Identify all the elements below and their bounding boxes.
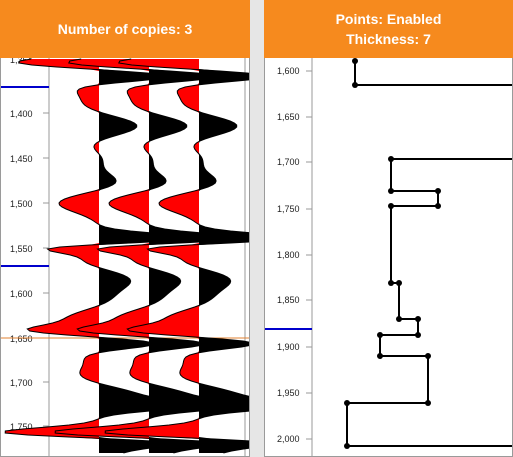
positive-fill (149, 59, 244, 453)
step-point[interactable] (396, 316, 402, 322)
positive-fill (99, 59, 194, 453)
step-point[interactable] (425, 400, 431, 406)
step-point[interactable] (352, 58, 358, 64)
wiggle-track-panel[interactable]: 1,354 1,400 1,450 1,500 1,550 1,600 1,65… (0, 0, 250, 457)
depth-tick-label: 1,600 (10, 289, 33, 299)
depth-tick-marks (43, 112, 49, 427)
step-point[interactable] (344, 400, 350, 406)
step-point[interactable] (396, 280, 402, 286)
thickness-label: Thickness: 7 (346, 31, 431, 47)
depth-tick-labels: 1,600 1,650 1,700 1,750 1,800 1,850 1,90… (277, 66, 300, 444)
depth-tick-label: 1,850 (277, 295, 300, 305)
depth-tick-marks (306, 70, 312, 440)
step-point[interactable] (377, 353, 383, 359)
step-point[interactable] (388, 203, 394, 209)
step-point[interactable] (388, 188, 394, 194)
positive-fill (199, 59, 249, 453)
depth-tick-label: 1,900 (277, 342, 300, 352)
step-point[interactable] (388, 280, 394, 286)
step-log-canvas[interactable]: 1,600 1,650 1,700 1,750 1,800 1,850 1,90… (265, 1, 513, 457)
depth-tick-label: 1,400 (10, 109, 33, 119)
panel-divider (250, 0, 264, 457)
depth-tick-label: 1,500 (10, 199, 33, 209)
depth-tick-label: 1,550 (10, 244, 33, 254)
points-banner: Points: Enabled Thickness: 7 (264, 0, 513, 58)
depth-tick-label: 1,750 (10, 422, 33, 432)
step-point[interactable] (344, 443, 350, 449)
depth-tick-label: 1,650 (10, 334, 33, 344)
depth-tick-label: 1,354 (10, 55, 33, 65)
step-log-panel[interactable]: 1,600 1,650 1,700 1,750 1,800 1,850 1,90… (264, 0, 513, 457)
depth-tick-label: 1,950 (277, 388, 300, 398)
depth-tick-label: 1,600 (277, 66, 300, 76)
negative-fill (55, 59, 150, 453)
step-log-curve (354, 61, 512, 86)
wiggle-trace-line (104, 58, 249, 454)
points-status-label: Points: Enabled (335, 11, 442, 27)
depth-tick-label: 1,800 (277, 250, 300, 260)
wiggle-track-canvas[interactable]: 1,354 1,400 1,450 1,500 1,550 1,600 1,65… (1, 1, 250, 457)
copies-banner: Number of copies: 3 (0, 0, 250, 58)
depth-tick-label: 1,700 (277, 157, 300, 167)
depth-tick-label: 1,650 (277, 112, 300, 122)
step-point[interactable] (388, 156, 394, 162)
step-point[interactable] (377, 332, 383, 338)
depth-tick-label: 1,700 (10, 378, 33, 388)
step-point[interactable] (415, 316, 421, 322)
wiggle-trace-line (4, 58, 196, 454)
step-log-points (344, 58, 441, 449)
step-log-curve (346, 158, 512, 447)
step-point[interactable] (415, 332, 421, 338)
depth-tick-label: 1,450 (10, 154, 33, 164)
step-point[interactable] (425, 353, 431, 359)
step-point[interactable] (435, 203, 441, 209)
wiggle-trace-line (54, 58, 246, 454)
depth-tick-label: 2,000 (277, 434, 300, 444)
depth-tick-labels: 1,354 1,400 1,450 1,500 1,550 1,600 1,65… (10, 55, 33, 432)
step-point[interactable] (352, 82, 358, 88)
depth-tick-label: 1,750 (277, 204, 300, 214)
step-point[interactable] (435, 188, 441, 194)
wiggle-traces (4, 58, 249, 454)
negative-fill (105, 59, 199, 453)
negative-fill (5, 59, 100, 453)
